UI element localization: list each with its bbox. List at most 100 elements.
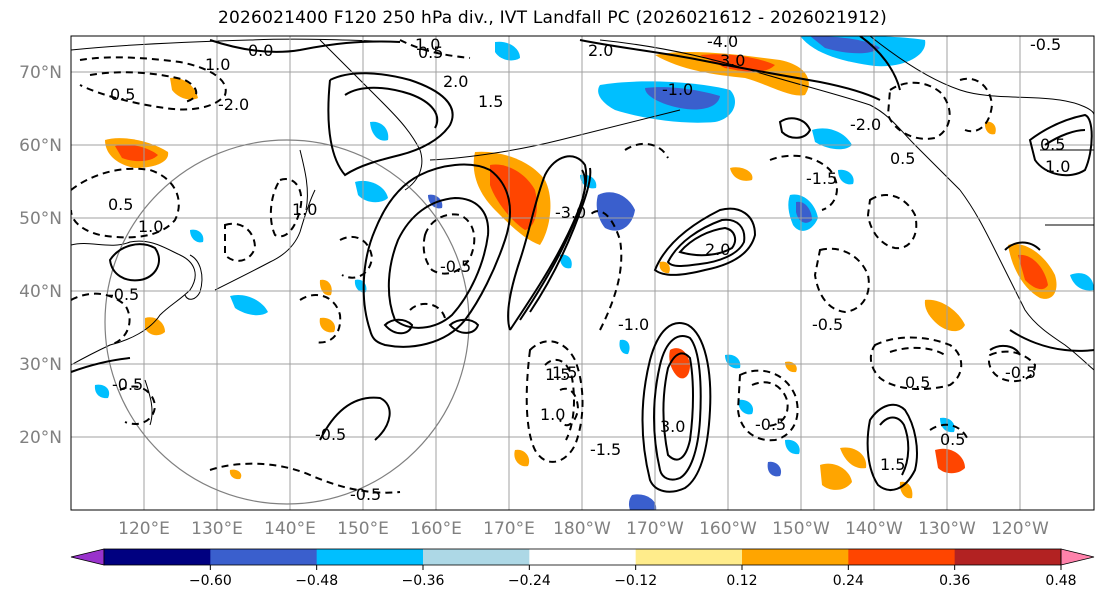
lat-label: 30°N: [19, 355, 62, 375]
contour-dashed: [525, 340, 584, 463]
contour-solid: [319, 396, 391, 441]
contour-solid: [666, 218, 746, 267]
contour-label: 1.0: [292, 200, 317, 219]
contour-solid: [859, 36, 901, 91]
colorbar-tick-label: 0.12: [726, 573, 757, 589]
lon-label: 130°E: [191, 519, 243, 539]
contour-solid: [344, 86, 439, 129]
lon-label: 170°W: [626, 519, 684, 539]
shade-positive-region: [319, 317, 336, 333]
contour-label: -1.0: [618, 315, 649, 334]
shade-positive-region: [170, 77, 198, 100]
lon-label: 120°W: [991, 519, 1049, 539]
contour-label: 2.0: [443, 72, 468, 91]
shade-positive-region: [840, 447, 867, 469]
contour-solid: [327, 72, 454, 177]
shade-negative-core: [810, 36, 880, 54]
contour-dashed: [339, 235, 374, 279]
shade-negative-region: [94, 384, 110, 399]
lon-label: 120°E: [118, 519, 170, 539]
shade-positive-region: [730, 167, 753, 181]
contour-dashed: [224, 222, 257, 262]
contour-label: 2.0: [705, 240, 730, 259]
contour-label: -0.5: [108, 285, 139, 304]
shade-negative-core: [645, 87, 720, 110]
contour-dashed: [589, 210, 623, 331]
colorbar-tick-label: 0.24: [833, 573, 864, 589]
positive-contours: [71, 36, 1094, 493]
contour-dashed: [422, 213, 476, 275]
colorbar-box: [210, 549, 318, 565]
contour-label: -1.5: [806, 169, 837, 188]
shade-negative-region: [428, 194, 443, 209]
shade-positive-region: [669, 348, 690, 379]
shade-negative-region: [190, 229, 204, 243]
contour-label: -0.5: [1030, 35, 1061, 54]
lon-label: 160°W: [699, 519, 757, 539]
contour-label: 0.0: [248, 41, 273, 60]
map-frame: [70, 35, 1095, 511]
contour-label: -2.0: [218, 95, 249, 114]
contour-label: -0.5: [812, 315, 843, 334]
shade-positive-region: [659, 261, 670, 274]
lat-label: 20°N: [19, 428, 62, 448]
contour-solid: [662, 352, 694, 461]
contour-label: -0.5: [1005, 363, 1036, 382]
contour-label: 1.0: [205, 55, 230, 74]
coastline-sakhalin: [299, 149, 308, 211]
graticule: [71, 36, 1094, 510]
colorbar-border: [103, 548, 1062, 566]
lon-label: 150°W: [772, 519, 830, 539]
shade-negative-region: [812, 128, 852, 150]
contour-label: -0.5: [440, 257, 471, 276]
coastline-asia: [71, 240, 196, 366]
contour-label: -0.5: [315, 425, 346, 444]
shade-positive-core: [115, 144, 158, 162]
contour-label: -4.0: [707, 32, 738, 51]
shade-negative-region: [838, 169, 854, 185]
coastline-arctic: [869, 36, 1094, 116]
contour-label: 0.5: [905, 373, 930, 392]
contour-label: 0.5: [418, 43, 443, 62]
coastline-korea: [184, 254, 203, 300]
contour-dashed: [889, 346, 946, 356]
shade-negative-region: [495, 41, 520, 61]
contour-dashed: [886, 81, 951, 140]
contour-label: 2.0: [588, 41, 613, 60]
shade-positive-region: [145, 317, 165, 336]
contour-solid: [653, 207, 757, 276]
colorbar-box: [742, 549, 849, 565]
lat-label: 40°N: [19, 282, 62, 302]
shade-positive-region: [820, 463, 852, 490]
contour-label: 0.5: [890, 149, 915, 168]
contour-dashed: [751, 381, 789, 427]
contour-solid: [507, 155, 588, 331]
colorbar-extend-max: [1060, 548, 1095, 566]
colorbar-tick-label: −0.60: [189, 573, 232, 589]
contour-dashed: [299, 294, 342, 344]
contour-dashed: [624, 142, 669, 159]
contour-dashed: [736, 369, 799, 442]
shade-negative-region: [628, 494, 657, 510]
latitude-axis: 70°N 60°N 50°N 40°N 30°N 20°N: [19, 63, 62, 448]
coastline-philippines: [144, 379, 153, 426]
contour-label: -2.0: [850, 115, 881, 134]
contour-dashed: [79, 56, 227, 111]
longitude-axis: 120°E 130°E 140°E 150°E 160°E 170°E 180°…: [118, 519, 1049, 539]
contour-solid: [641, 322, 712, 493]
contour-dashed: [959, 77, 994, 133]
colorbar-tick-label: −0.12: [614, 573, 657, 589]
contour-solid: [71, 357, 131, 373]
contour-solid: [579, 39, 881, 101]
contour-dashed: [869, 336, 963, 390]
contour-label-layer: 0.0 1.0 0.5 2.0 -4.0 3.0 -2.0 1.0 1.5 2.…: [108, 32, 1070, 504]
contour-solid: [383, 318, 414, 335]
colorbar-tick-label: −0.24: [508, 573, 551, 589]
contour-label: 1.5: [552, 363, 577, 382]
colorbar-tick-label: −0.48: [295, 573, 338, 589]
contour-solid: [209, 39, 401, 53]
contour-label: 1.5: [478, 92, 503, 111]
colorbar-box: [316, 549, 424, 565]
